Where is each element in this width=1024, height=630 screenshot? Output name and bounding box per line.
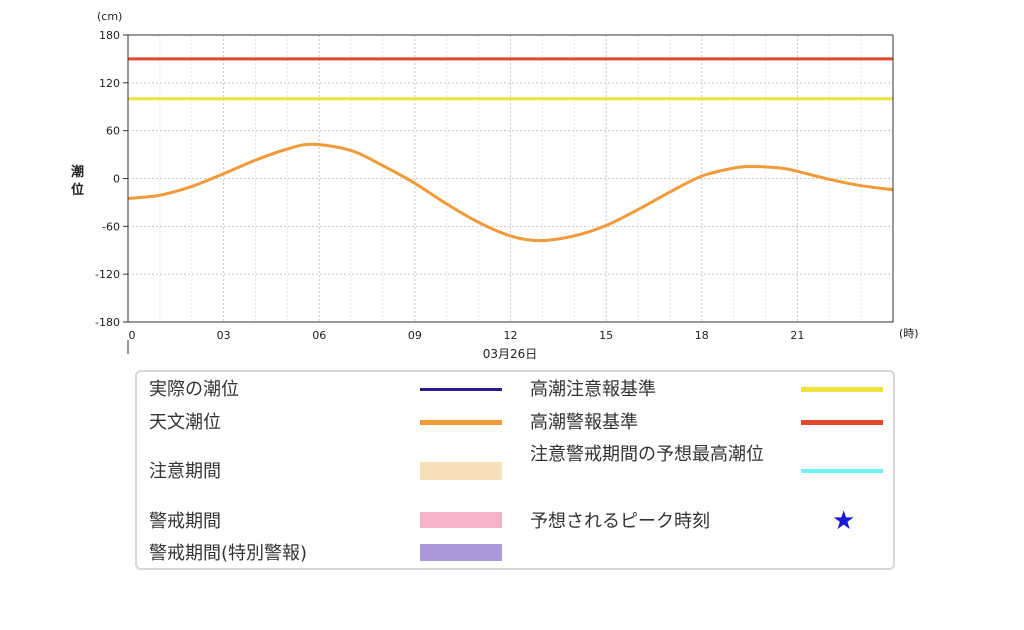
x-tick-label: 15 (599, 329, 613, 342)
x-unit-label: (時) (899, 327, 919, 340)
plot-frame (127, 34, 894, 323)
threshold-layer (128, 57, 893, 101)
date-label: 03月26日 (483, 347, 538, 361)
y-tick-label: -120 (95, 268, 120, 281)
legend-label-caution-period: 注意期間 (149, 461, 221, 482)
legend-swatch-forecast-max-tide (801, 469, 883, 473)
x-tick-labels: 0 03 06 09 12 15 18 21 (129, 329, 805, 342)
legend-label-special-warning-period: 警戒期間(特別警報) (149, 543, 308, 564)
y-tick-label: 180 (99, 29, 120, 42)
y-axis-label-char-2: 位 (71, 182, 84, 198)
x-tick-label: 18 (695, 329, 709, 342)
x-tick-label: 0 (129, 329, 136, 342)
legend: 実際の潮位 天文潮位 注意期間 警戒期間 警戒期間(特別警報) 高潮注意報基準 … (135, 370, 895, 570)
legend-label-actual-tide: 実際の潮位 (149, 379, 239, 400)
y-unit-label: (cm) (97, 10, 122, 23)
y-axis-label-char-1: 潮 (71, 164, 84, 180)
series-layer (127, 142, 894, 243)
y-tick-labels: 180 120 60 0 -60 -120 -180 (95, 29, 128, 329)
legend-label-forecast-max-tide: 注意警戒期間の予想最高潮位 (530, 444, 764, 465)
x-tick-label: 03 (217, 329, 231, 342)
y-tick-label: -180 (95, 316, 120, 329)
x-tick-label: 09 (408, 329, 422, 342)
series-line-astronomical-tide (127, 142, 894, 243)
tide-chart: 180 120 60 0 -60 -120 -180 0 03 06 09 12 15 18 21 (cm… (71, 10, 919, 361)
legend-label-warning-level: 高潮警報基準 (530, 412, 638, 433)
legend-swatch-actual-tide (420, 388, 502, 391)
legend-label-warning-period: 警戒期間 (149, 511, 221, 532)
legend-swatch-caution-period (420, 462, 502, 480)
y-tick-label: 0 (113, 173, 120, 186)
x-tick-label: 21 (790, 329, 804, 342)
legend-label-advisory-level: 高潮注意報基準 (530, 379, 656, 400)
x-tick-label: 06 (312, 329, 326, 342)
grid-layer (128, 35, 893, 322)
y-tick-label: 120 (99, 77, 120, 90)
legend-swatch-advisory-level (801, 387, 883, 392)
legend-swatch-special-warning-period (420, 544, 502, 561)
legend-swatch-warning-level (801, 420, 883, 425)
y-tick-label: 60 (106, 125, 120, 138)
legend-label-peak-time: 予想されるピーク時刻 (530, 511, 710, 532)
legend-swatch-astronomical-tide (420, 420, 502, 425)
x-tick-label: 12 (504, 329, 518, 342)
y-tick-label: -60 (102, 220, 120, 233)
legend-label-astronomical-tide: 天文潮位 (149, 412, 221, 433)
legend-swatch-warning-period (420, 512, 502, 528)
star-icon: ★ (832, 506, 856, 536)
